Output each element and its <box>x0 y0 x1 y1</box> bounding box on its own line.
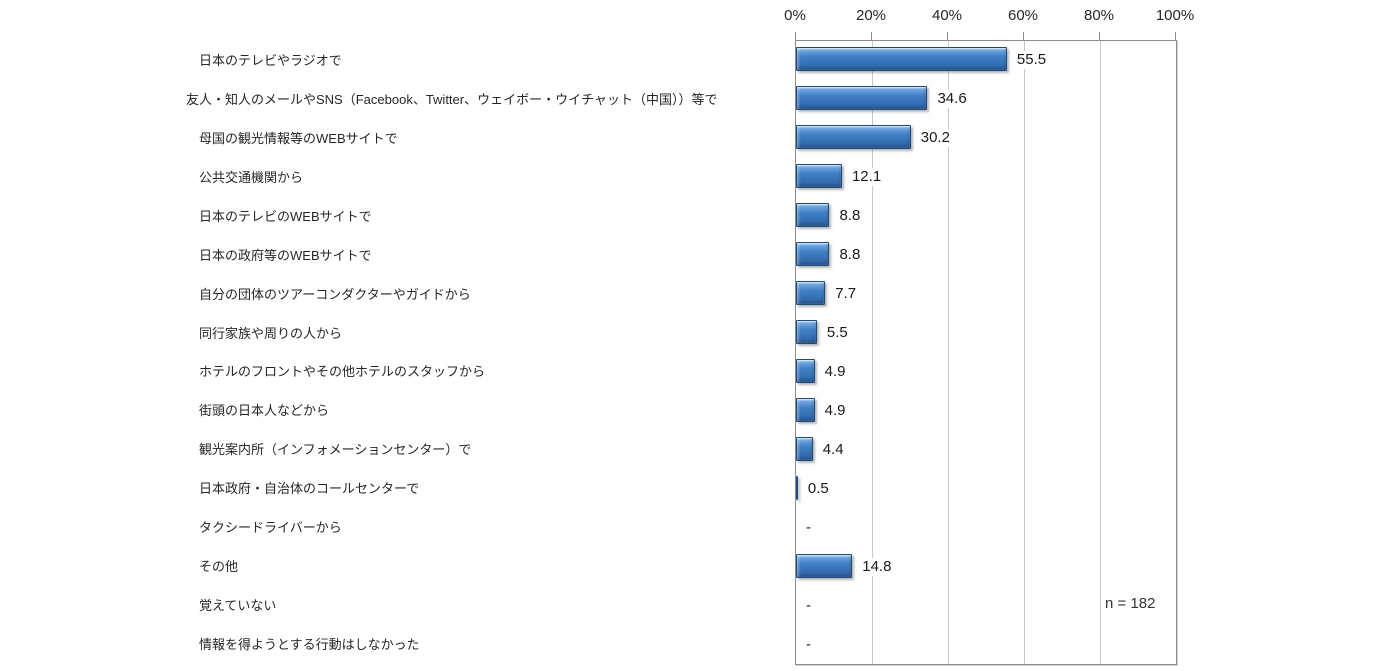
bar <box>796 242 830 267</box>
value-label: 4.4 <box>820 440 846 459</box>
value-label: 14.8 <box>860 557 894 576</box>
value-label: 5.5 <box>824 324 850 343</box>
category-label: 同行家族や周りの人から <box>199 325 343 341</box>
bar <box>796 358 815 383</box>
category-label: タクシードライバーから <box>199 520 342 536</box>
bar <box>796 203 830 228</box>
value-label: 4.9 <box>822 401 848 420</box>
axis-tick-label: 100% <box>1155 7 1195 24</box>
value-label: 8.8 <box>837 207 863 226</box>
category-label: 公共交通機関から <box>199 169 304 185</box>
value-label: - <box>804 596 813 615</box>
gridline <box>948 41 949 664</box>
gridline <box>1024 41 1025 664</box>
value-label: 4.9 <box>822 362 848 381</box>
value-label: 12.1 <box>849 168 884 187</box>
axis-tick-label: 40% <box>931 7 963 24</box>
bar <box>796 47 1007 72</box>
axis-tick <box>1023 32 1024 40</box>
value-label: 55.5 <box>1014 51 1049 70</box>
axis-tick <box>795 32 796 40</box>
axis-tick <box>1175 32 1176 40</box>
axis-tick-label: 0% <box>784 7 806 24</box>
category-label: 日本の政府等のWEBサイトで <box>199 247 372 263</box>
category-label: 情報を得ようとする行動はしなかった <box>199 637 420 653</box>
category-label: 友人・知人のメールやSNS（Facebook、Twitter、ウェイボー・ウイチ… <box>186 91 718 107</box>
value-label: - <box>804 518 813 537</box>
axis-tick <box>1099 32 1100 40</box>
axis-tick <box>947 32 948 40</box>
gridline <box>1100 41 1101 664</box>
axis-tick-label: 80% <box>1083 7 1115 24</box>
category-label: その他 <box>199 559 239 575</box>
value-label: 7.7 <box>833 285 859 304</box>
category-label: 日本のテレビのWEBサイトで <box>199 208 372 224</box>
bar <box>796 553 853 578</box>
bar <box>796 475 798 500</box>
bar <box>796 320 817 345</box>
category-label: ホテルのフロントやその他ホテルのスタッフから <box>199 364 486 380</box>
bar <box>796 436 813 461</box>
category-label: 自分の団体のツアーコンダクターやガイドから <box>199 286 471 302</box>
value-label: - <box>804 635 813 654</box>
value-label: 34.6 <box>935 90 969 109</box>
category-label: 日本政府・自治体のコールセンターで <box>199 481 420 497</box>
axis-tick-label: 60% <box>1007 7 1039 24</box>
axis-tick-label: 20% <box>855 7 887 24</box>
axis-tick <box>871 32 872 40</box>
value-label: 30.2 <box>918 129 952 148</box>
bar <box>796 281 826 306</box>
category-label: 母国の観光情報等のWEBサイトで <box>199 130 398 146</box>
gridline <box>872 41 873 664</box>
bar <box>796 397 815 422</box>
value-label: 0.5 <box>805 479 831 498</box>
category-label: 覚えていない <box>199 598 277 614</box>
category-label: 日本のテレビやラジオで <box>199 52 342 68</box>
category-label: 観光案内所（インフォメーションセンター）で <box>199 442 472 458</box>
value-label: 8.8 <box>837 246 863 265</box>
bar <box>796 125 911 150</box>
bar <box>796 86 928 111</box>
sample-size-note: n = 182 <box>1105 595 1156 612</box>
plot-area: n = 182 55.5 34.6 30.2 12.1 8.8 8.8 7.7 5.5 4.9 4… <box>795 40 1177 665</box>
category-label: 街頭の日本人などから <box>199 403 330 419</box>
bar <box>796 164 842 189</box>
